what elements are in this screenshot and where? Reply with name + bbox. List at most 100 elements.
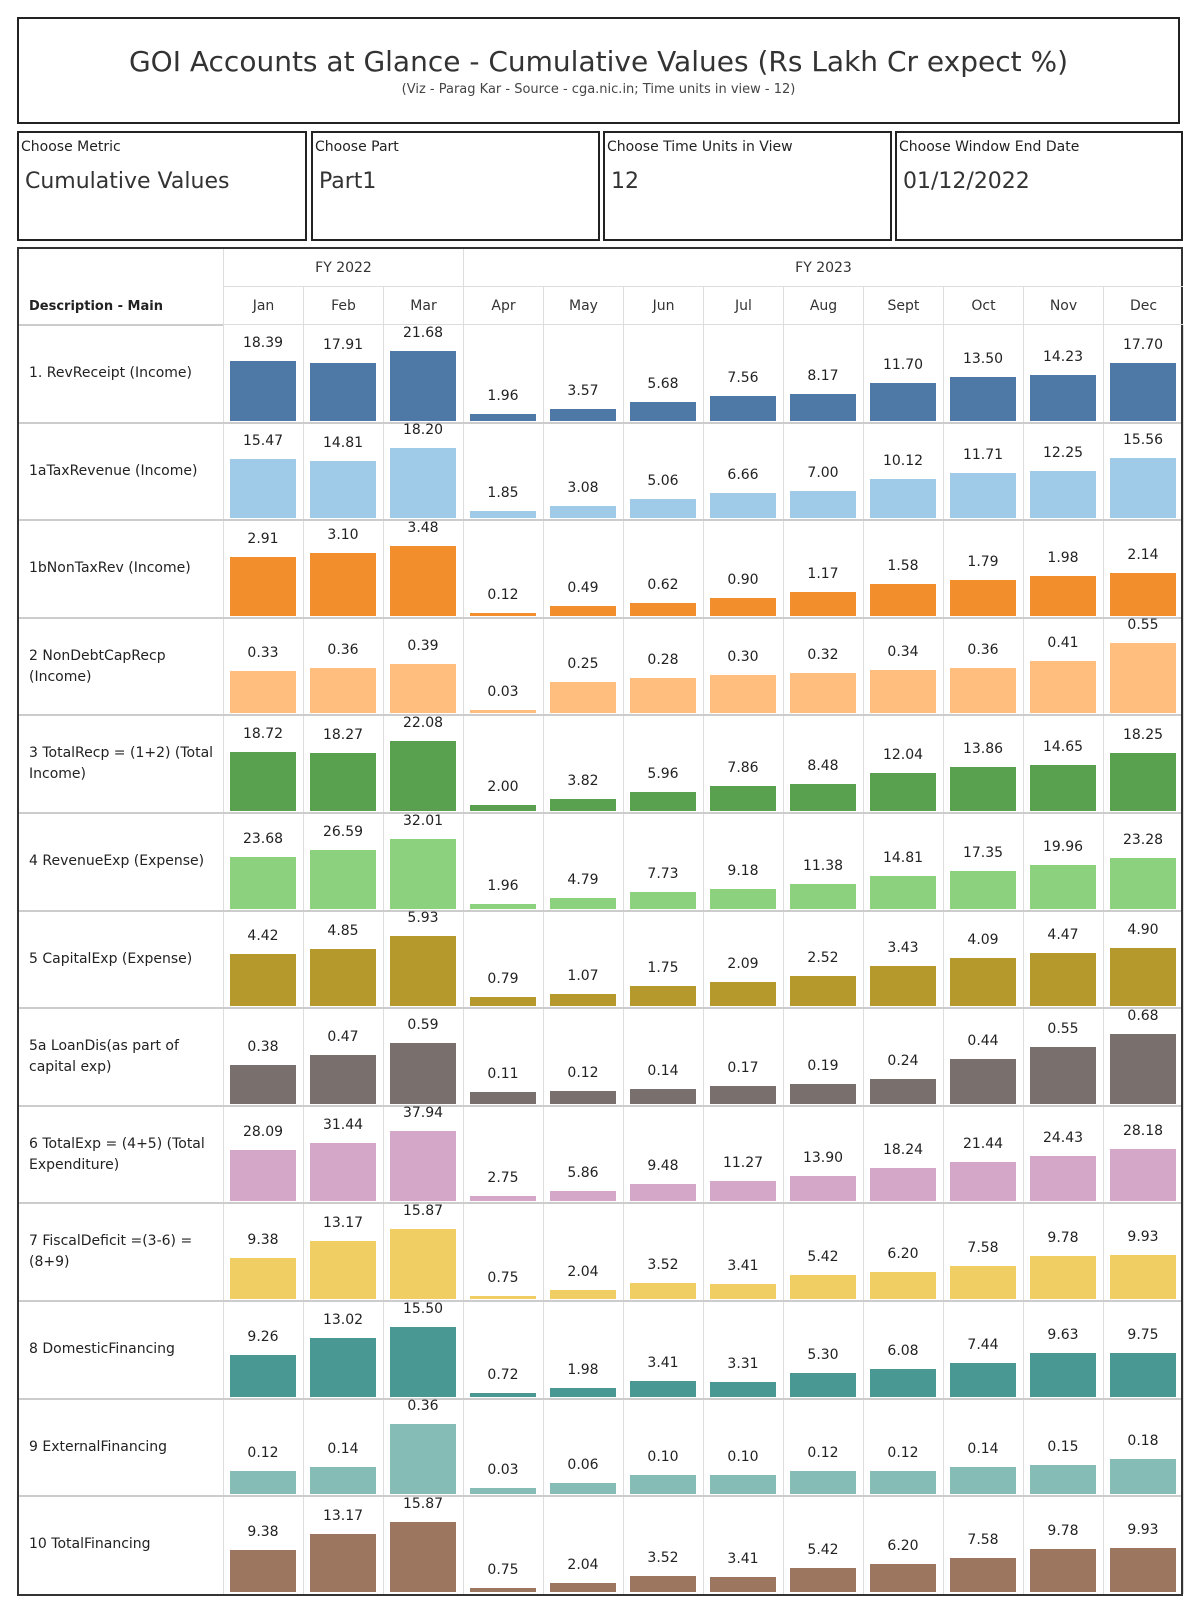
value-label: 7.58 <box>967 1532 999 1549</box>
value-label: 18.27 <box>322 727 364 744</box>
bar <box>550 681 616 714</box>
bar <box>1110 643 1176 714</box>
bar <box>390 838 456 909</box>
page-subtitle: (Viz - Parag Kar - Source - cga.nic.in; … <box>401 82 796 97</box>
value-label: 11.27 <box>722 1154 764 1171</box>
bar <box>710 1283 776 1299</box>
filter-value[interactable]: Part1 <box>319 169 377 194</box>
value-label: 3.52 <box>647 1257 679 1274</box>
month-header: Jul <box>703 287 783 325</box>
part-filter[interactable]: Choose Part Part1 <box>311 131 600 241</box>
bar <box>1110 1255 1176 1299</box>
row-label: 5 CapitalExp (Expense) <box>29 950 193 967</box>
value-label: 3.41 <box>727 1257 759 1274</box>
bar <box>790 976 856 1007</box>
value-label: 10.12 <box>882 453 924 470</box>
row-divider <box>19 519 1181 522</box>
bar <box>470 414 536 421</box>
bar <box>310 1240 376 1299</box>
bar <box>390 1131 456 1202</box>
bar <box>710 888 776 909</box>
bar <box>1110 1352 1176 1397</box>
bar <box>1030 1047 1096 1104</box>
value-label: 17.91 <box>322 336 364 353</box>
bar <box>550 506 616 519</box>
bar <box>390 936 456 1007</box>
value-label: 17.35 <box>962 844 1004 861</box>
value-label: 0.17 <box>727 1060 759 1077</box>
bar <box>310 1055 376 1104</box>
value-label: 13.86 <box>962 741 1004 758</box>
bar <box>310 1337 376 1397</box>
time-units-filter[interactable]: Choose Time Units in View 12 <box>603 131 892 241</box>
bar <box>1030 575 1096 616</box>
value-label: 5.68 <box>647 376 679 393</box>
value-label: 1.17 <box>807 566 839 583</box>
bar <box>1030 661 1096 714</box>
column-divider <box>783 325 784 1594</box>
bar <box>390 1521 456 1592</box>
bar <box>790 592 856 616</box>
bar <box>390 663 456 714</box>
bar <box>1110 1033 1176 1104</box>
value-label: 14.23 <box>1042 348 1084 365</box>
bar <box>630 498 696 519</box>
value-label: 1.85 <box>487 485 519 502</box>
metric-filter[interactable]: Choose Metric Cumulative Values <box>17 131 307 241</box>
row-divider <box>19 616 1181 619</box>
month-header: Jan <box>223 287 303 325</box>
bar <box>710 1381 776 1397</box>
value-label: 0.12 <box>887 1444 919 1461</box>
bar <box>550 409 616 421</box>
filter-label: Choose Time Units in View <box>607 139 793 155</box>
window-end-date-filter[interactable]: Choose Window End Date 01/12/2022 <box>895 131 1183 241</box>
column-divider <box>1183 325 1184 1594</box>
column-divider <box>463 325 464 1594</box>
filter-value[interactable]: Cumulative Values <box>25 169 230 194</box>
bar <box>390 1326 456 1397</box>
value-label: 5.30 <box>807 1346 839 1363</box>
value-label: 0.12 <box>247 1444 279 1461</box>
column-divider <box>1023 325 1024 1594</box>
row-label: 1. RevReceipt (Income) <box>29 365 192 382</box>
bar <box>230 361 296 421</box>
value-label: 14.65 <box>1042 738 1084 755</box>
value-label: 3.82 <box>567 772 599 789</box>
bar <box>1110 363 1176 421</box>
bar <box>950 1363 1016 1397</box>
value-label: 1.58 <box>887 558 919 575</box>
filter-value[interactable]: 01/12/2022 <box>903 169 1030 194</box>
value-label: 11.70 <box>882 356 924 373</box>
value-label: 0.75 <box>487 1562 519 1579</box>
row-label: 7 FiscalDeficit =(3-6) = (8+9) <box>29 1233 193 1271</box>
value-label: 0.15 <box>1047 1439 1079 1456</box>
bar <box>790 1175 856 1202</box>
value-label: 22.08 <box>402 715 444 731</box>
value-label: 6.20 <box>887 1538 919 1555</box>
value-label: 9.63 <box>1047 1327 1079 1344</box>
bar <box>230 954 296 1007</box>
value-label: 5.93 <box>407 910 439 927</box>
row-label: 4 RevenueExp (Expense) <box>29 853 205 870</box>
bar <box>950 1558 1016 1592</box>
bar <box>310 1466 376 1495</box>
month-header: Jun <box>623 287 703 325</box>
bar <box>870 1271 936 1299</box>
row-label: 2 NonDebtCapRecp (Income) <box>29 647 166 685</box>
bar <box>1030 953 1096 1007</box>
bar <box>1110 948 1176 1007</box>
value-label: 5.86 <box>567 1164 599 1181</box>
value-label: 0.14 <box>327 1440 359 1457</box>
bar <box>950 1161 1016 1202</box>
filter-value[interactable]: 12 <box>611 169 639 194</box>
month-header: Aug <box>783 287 863 325</box>
value-label: 2.14 <box>1127 546 1159 563</box>
bar <box>950 473 1016 519</box>
value-label: 13.17 <box>322 1507 364 1524</box>
row-divider <box>19 1300 1181 1302</box>
bar <box>1030 864 1096 909</box>
bar <box>790 784 856 811</box>
value-label: 0.34 <box>887 644 919 661</box>
bar <box>950 767 1016 811</box>
value-label: 14.81 <box>322 435 364 452</box>
